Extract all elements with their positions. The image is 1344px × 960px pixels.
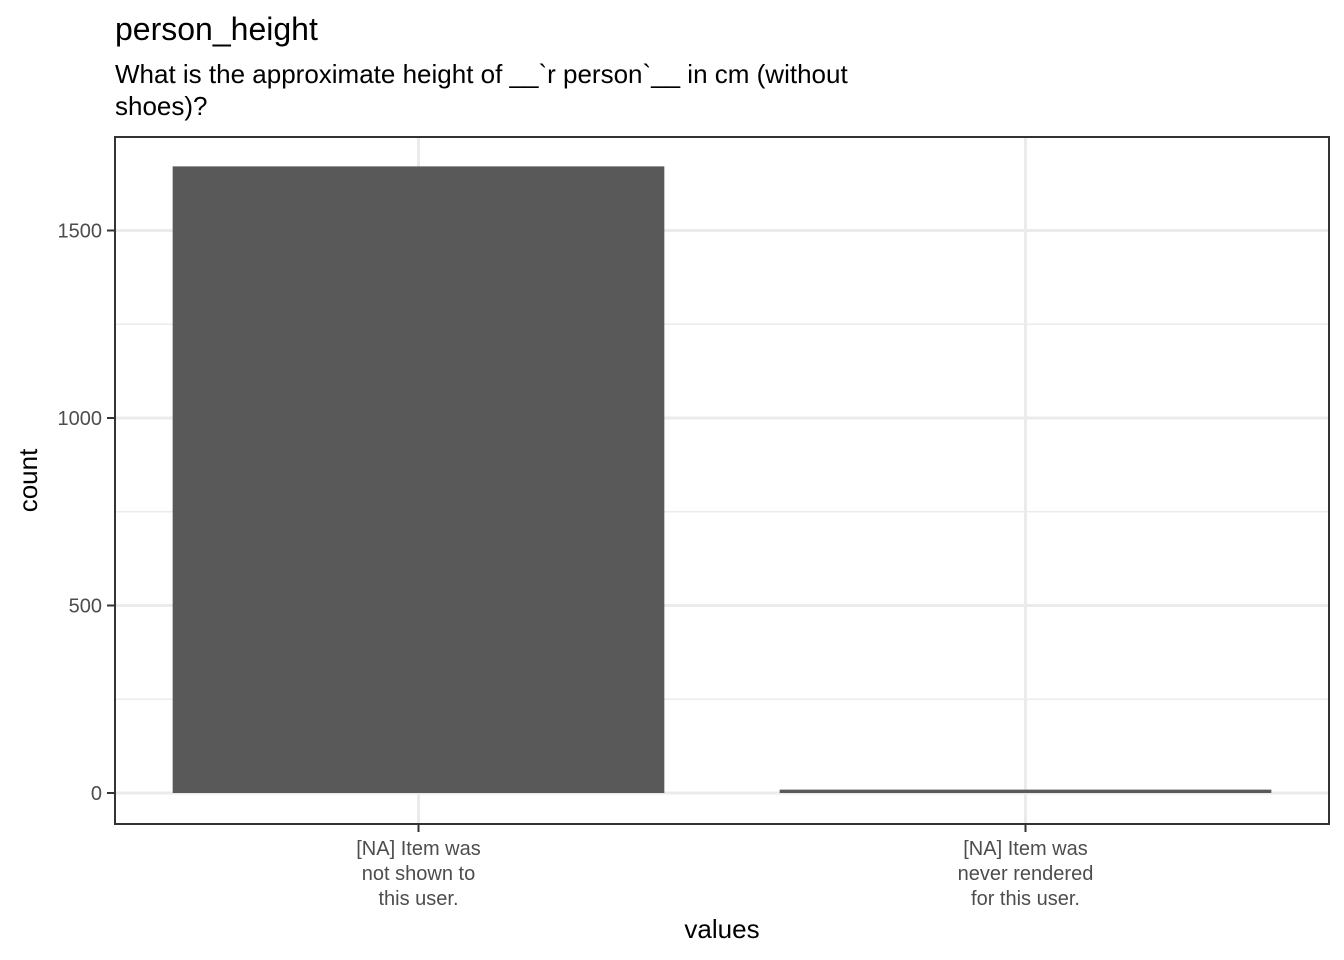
x-tick-label-line: this user. [378,888,458,910]
bars [172,166,1272,793]
x-axis: [NA] Item was not shown to this user.[NA] … [356,824,1093,910]
bar [172,166,665,793]
bar [779,789,1272,793]
y-tick-label: 0 [91,783,102,805]
x-tick-label-line: never rendered [958,863,1094,885]
x-tick-label-line: [NA] Item was [963,838,1087,860]
chart-title: person_height [115,11,318,47]
x-axis-title: values [684,914,759,944]
chart-subtitle-line-1: What is the approximate height of __`r p… [115,59,848,89]
y-tick-label: 1500 [58,221,103,243]
chart-subtitle: What is the approximate height of __`r p… [115,58,1015,122]
chart-subtitle-line-2: shoes)? [115,91,208,121]
x-tick-label-line: [NA] Item was [356,838,480,860]
y-tick-label: 1000 [58,408,103,430]
y-axis-title: count [13,448,43,512]
plot-panel-border [114,136,1330,825]
x-tick-label: [NA] Item was never rendered for this user… [958,838,1094,910]
x-tick-label: [NA] Item was not shown to this user. [356,838,480,910]
y-tick-label: 500 [69,596,102,618]
x-tick-label-line: not shown to [362,863,475,885]
y-axis: 0 500 1000 1500 [58,221,115,805]
x-tick-label-line: for this user. [971,888,1080,910]
